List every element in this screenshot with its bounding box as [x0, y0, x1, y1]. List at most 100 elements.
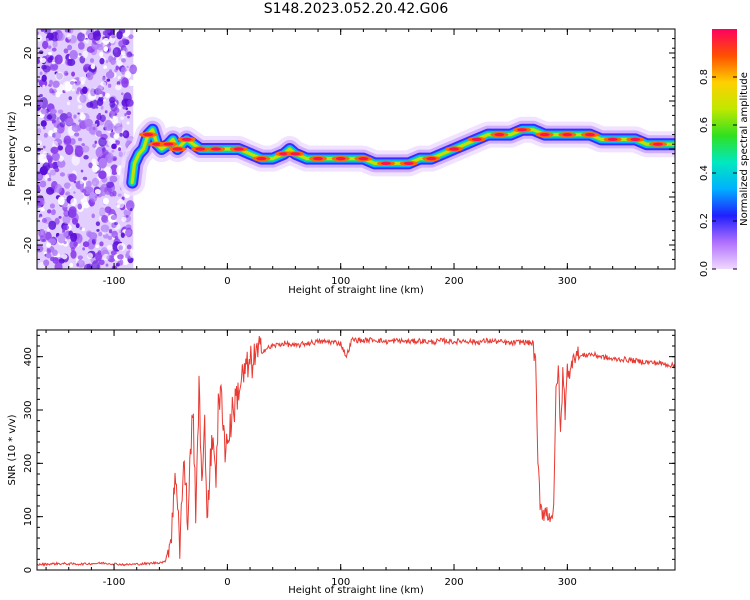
noise-speck [125, 200, 135, 211]
ridge-peak-core [562, 133, 573, 137]
noise-speck [68, 230, 74, 237]
y-tick-label: 20 [23, 47, 34, 60]
noise-speck [42, 40, 49, 50]
noise-speck [43, 69, 46, 72]
noise-speck [87, 252, 93, 260]
noise-speck [37, 31, 40, 35]
noise-speck [80, 169, 84, 173]
noise-speck [49, 169, 57, 176]
x-tick-label: -100 [103, 577, 126, 588]
noise-speck [118, 106, 122, 110]
noise-speck [64, 29, 69, 33]
noise-speck [83, 263, 92, 269]
noise-speck [77, 112, 80, 115]
noise-speck [42, 65, 51, 73]
noise-speck [105, 71, 115, 79]
ridge-peak-core [358, 157, 369, 161]
noise-speck [41, 218, 47, 223]
noise-speck [75, 222, 80, 229]
noise-speck [105, 59, 109, 64]
noise-speck [71, 71, 76, 77]
noise-speck [82, 50, 88, 59]
noise-speck [113, 56, 117, 61]
noise-speck [47, 45, 52, 49]
noise-speck [92, 30, 102, 41]
snr-series-line [37, 335, 675, 567]
noise-speck [56, 159, 66, 168]
noise-speck [124, 113, 127, 117]
noise-speck [100, 191, 106, 197]
noise-speck [62, 224, 70, 231]
noise-speck [54, 183, 63, 194]
noise-speck [79, 94, 87, 103]
noise-speck [50, 210, 56, 216]
colorbar-tick-label: 0.0 [699, 261, 710, 277]
noise-speck [117, 198, 125, 209]
spectrogram-plot-area [37, 29, 675, 269]
noise-speck [66, 33, 72, 40]
noise-speck [59, 121, 66, 128]
x-tick-label: 200 [444, 577, 463, 588]
noise-speck [89, 123, 98, 136]
noise-speck [53, 127, 58, 133]
noise-speck [63, 240, 67, 245]
noise-speck [126, 99, 134, 107]
noise-speck [111, 230, 118, 238]
noise-speck [110, 215, 117, 221]
ridge-peak-core [381, 161, 392, 165]
noise-speck [113, 133, 120, 139]
ridge-peak-core [539, 133, 550, 137]
noise-speck [113, 157, 117, 161]
spectrogram-ylabel: Frequency (Hz) [7, 111, 18, 187]
noise-speck [98, 170, 107, 180]
noise-speck [106, 244, 113, 250]
ridge-peak-core [607, 137, 618, 141]
noise-speck [71, 154, 81, 166]
noise-speck [76, 259, 85, 268]
noise-speck [39, 166, 48, 176]
noise-speck [69, 49, 78, 60]
noise-speck [43, 145, 46, 149]
noise-speck [79, 226, 83, 231]
noise-speck [51, 119, 56, 124]
noise-speck [104, 29, 111, 34]
noise-speck [59, 115, 62, 119]
noise-speck [63, 48, 69, 54]
noise-speck [67, 44, 73, 51]
noise-speck [121, 77, 129, 88]
noise-speck [125, 215, 129, 218]
y-tick-label: 0 [23, 146, 34, 152]
noise-speck [40, 120, 47, 127]
noise-speck [61, 254, 68, 260]
noise-speck [39, 57, 47, 63]
noise-speck [42, 84, 46, 88]
noise-speck [109, 175, 118, 183]
noise-speck [106, 78, 111, 82]
noise-speck [62, 81, 71, 92]
noise-speck [69, 80, 75, 85]
colorbar-tick-label: 0.4 [699, 165, 710, 181]
noise-speck [82, 241, 90, 248]
noise-speck [77, 203, 82, 210]
x-tick-label: -100 [103, 276, 126, 287]
noise-speck [39, 180, 47, 188]
noise-speck [42, 126, 46, 130]
y-tick-label: 0 [23, 567, 34, 573]
noise-speck [117, 75, 122, 80]
noise-speck [57, 196, 65, 206]
noise-speck [102, 76, 106, 81]
noise-speck [102, 149, 109, 156]
noise-speck [82, 176, 88, 181]
noise-speck [104, 154, 112, 163]
noise-speck [41, 208, 45, 212]
noise-speck [75, 90, 80, 95]
noise-speck [127, 115, 130, 119]
noise-speck [92, 143, 97, 148]
noise-speck [81, 188, 87, 194]
y-tick-label: 10 [23, 95, 34, 108]
noise-speck [88, 199, 94, 206]
noise-speck [62, 214, 71, 225]
noise-speck [71, 124, 81, 132]
